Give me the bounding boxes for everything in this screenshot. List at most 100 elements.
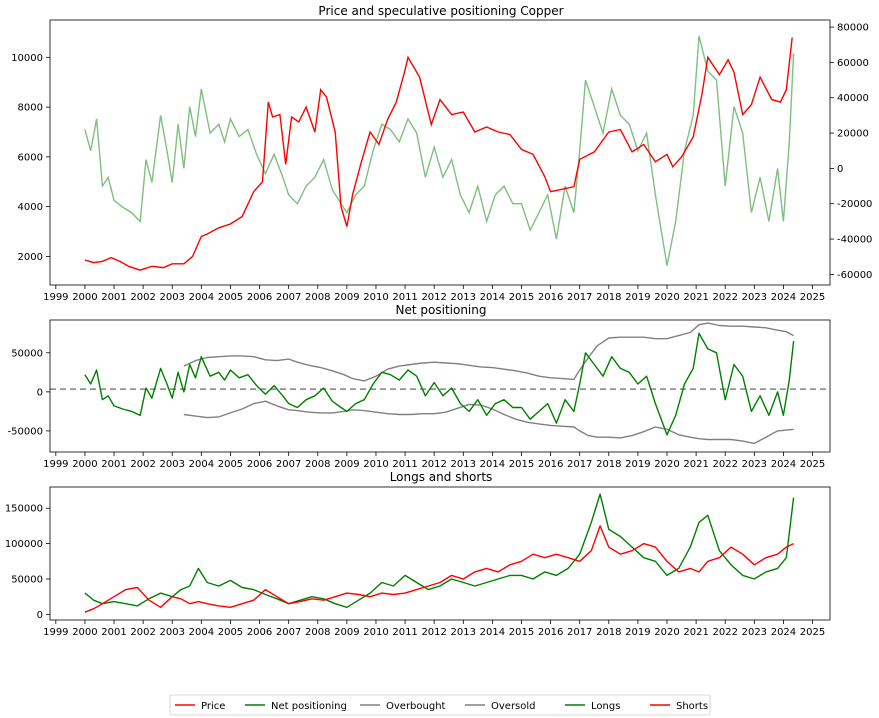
x-tick-label: 2017: [567, 627, 592, 638]
series-longs: [84, 493, 795, 608]
x-tick-label: 2013: [451, 627, 476, 638]
x-tick-label: 2010: [363, 627, 388, 638]
x-tick-label: 1999: [43, 459, 68, 470]
x-tick-label: 1999: [43, 292, 68, 303]
x-tick-label: 2019: [625, 459, 650, 470]
legend-label: Oversold: [491, 701, 536, 712]
x-tick-label: 2014: [480, 459, 505, 470]
y-tick-label: 150000: [5, 504, 43, 515]
legend-label: Price: [201, 701, 225, 712]
x-tick-label: 2012: [421, 627, 446, 638]
legend-label: Shorts: [676, 701, 708, 712]
y-tick-label: 6000: [18, 152, 43, 163]
panel-1-x-axis: 1999 2000 2001 2002 2003 2004 2005 2006 2007 2008…: [43, 285, 825, 303]
panel-2-y-axis: -50000 0 50000: [8, 348, 50, 437]
y-tick-right-label: 80000: [837, 23, 869, 34]
series-oversold: [183, 400, 794, 445]
x-tick-label: 2007: [276, 292, 301, 303]
x-tick-label: 2021: [683, 292, 708, 303]
x-tick-label: 2021: [683, 627, 708, 638]
x-tick-label: 2023: [742, 459, 767, 470]
y-tick-label: 10000: [11, 53, 43, 64]
y-tick-label: 0: [37, 610, 43, 621]
legend: Price Net positioning Overbought Oversold Lo…: [169, 694, 711, 716]
x-tick-label: 2022: [712, 627, 737, 638]
x-tick-label: 2018: [596, 627, 621, 638]
x-tick-label: 2022: [712, 292, 737, 303]
x-tick-label: 1999: [43, 627, 68, 638]
x-tick-label: 2009: [334, 292, 359, 303]
x-tick-label: 2006: [247, 627, 272, 638]
y-tick-right-label: 60000: [837, 58, 869, 69]
x-tick-label: 2005: [218, 292, 243, 303]
y-tick-label: 50000: [11, 574, 43, 585]
legend-box: [169, 694, 711, 716]
x-tick-label: 2015: [509, 627, 534, 638]
x-tick-label: 2002: [130, 459, 155, 470]
panel-3-y-axis: 0 50000 100000 150000: [5, 504, 50, 621]
x-tick-label: 2018: [596, 459, 621, 470]
y-tick-label: 100000: [5, 539, 43, 550]
x-tick-label: 2020: [654, 459, 679, 470]
panel-3-title: Longs and shorts: [390, 470, 493, 484]
y-tick-right-label: -40000: [837, 235, 872, 246]
x-tick-label: 2014: [480, 627, 505, 638]
x-tick-label: 2019: [625, 292, 650, 303]
x-tick-label: 2004: [189, 459, 214, 470]
y-tick-label: 4000: [18, 202, 43, 213]
y-tick-label: 0: [37, 387, 43, 398]
x-tick-label: 2004: [189, 292, 214, 303]
x-tick-label: 2002: [130, 627, 155, 638]
x-tick-label: 2016: [538, 292, 563, 303]
panel-2-title: Net positioning: [396, 303, 487, 317]
legend-label: Longs: [591, 701, 620, 712]
x-tick-label: 2006: [247, 292, 272, 303]
y-tick-right-label: 0: [837, 164, 843, 175]
x-tick-label: 2022: [712, 459, 737, 470]
panel-1-series: [84, 35, 795, 271]
x-tick-label: 2025: [800, 627, 825, 638]
x-tick-label: 2011: [392, 459, 417, 470]
x-tick-label: 2007: [276, 459, 301, 470]
panel-3-frame: [49, 486, 831, 621]
y-tick-right-label: 20000: [837, 129, 869, 140]
x-tick-label: 2006: [247, 459, 272, 470]
panel-1-y-axis-right: -60000 -40000 -20000 0 20000 40000 60000 80000: [830, 23, 872, 281]
x-tick-label: 2005: [218, 627, 243, 638]
panel-net-positioning: Net positioning 1999 2000 2001 2002 2003 2004…: [8, 303, 831, 470]
x-tick-label: 2017: [567, 292, 592, 303]
x-tick-label: 2015: [509, 459, 534, 470]
y-tick-right-label: -20000: [837, 199, 872, 210]
x-tick-label: 2017: [567, 459, 592, 470]
x-tick-label: 2010: [363, 459, 388, 470]
x-tick-label: 2003: [160, 292, 185, 303]
panel-3-x-axis: 1999 2000 2001 2002 2003 2004 2005 2006 2007 2008…: [43, 620, 825, 638]
x-tick-label: 2005: [218, 459, 243, 470]
x-tick-label: 2003: [160, 627, 185, 638]
x-tick-label: 2019: [625, 627, 650, 638]
series-net-positioning: [84, 332, 795, 436]
x-tick-label: 2014: [480, 292, 505, 303]
x-tick-label: 2020: [654, 627, 679, 638]
legend-label: Net positioning: [271, 701, 347, 712]
x-tick-label: 2015: [509, 292, 534, 303]
x-tick-label: 2016: [538, 627, 563, 638]
panel-2-series: [50, 322, 830, 445]
x-tick-label: 2011: [392, 627, 417, 638]
panel-3-series: [84, 493, 795, 613]
x-tick-label: 2001: [101, 627, 126, 638]
x-tick-label: 2002: [130, 292, 155, 303]
panel-1-y-axis-left: 2000 4000 6000 8000 10000: [11, 53, 50, 263]
x-tick-label: 2012: [421, 292, 446, 303]
x-tick-label: 2023: [742, 292, 767, 303]
x-tick-label: 2007: [276, 627, 301, 638]
x-tick-label: 2013: [451, 459, 476, 470]
series-price: [84, 37, 793, 271]
x-tick-label: 2000: [72, 459, 97, 470]
x-tick-label: 2018: [596, 292, 621, 303]
legend-items: Price Net positioning Overbought Oversold Lo…: [175, 701, 708, 712]
series-shorts: [84, 525, 794, 613]
x-tick-label: 2020: [654, 292, 679, 303]
x-tick-label: 2012: [421, 459, 446, 470]
